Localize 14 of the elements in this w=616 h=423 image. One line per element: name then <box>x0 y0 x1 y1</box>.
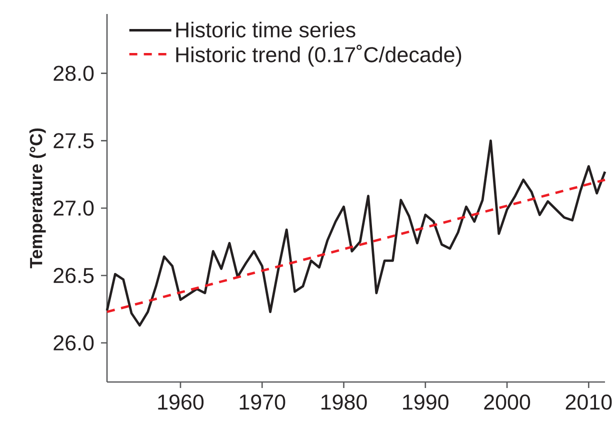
x-tick-label: 1970 <box>240 394 286 410</box>
x-tick-label: 1960 <box>158 394 204 410</box>
y-tick-label: 28.0 <box>54 66 94 81</box>
x-tick-label: 2000 <box>484 394 530 410</box>
y-tick-label: 26.5 <box>54 268 94 284</box>
x-tick-label: 1980 <box>321 394 367 410</box>
y-tick-label: 26.0 <box>54 335 94 350</box>
x-tick-label: 2010 <box>566 394 612 410</box>
y-tick-label: 27.0 <box>54 200 94 216</box>
y-axis-title: Temperature (°C) <box>29 128 46 268</box>
x-tick-label: 1990 <box>403 394 448 410</box>
legend-label: Historic trend (0.17˚C/decade) <box>176 44 462 67</box>
legend-label: Historic time series <box>176 22 356 38</box>
y-tick-label: 27.5 <box>54 133 94 148</box>
